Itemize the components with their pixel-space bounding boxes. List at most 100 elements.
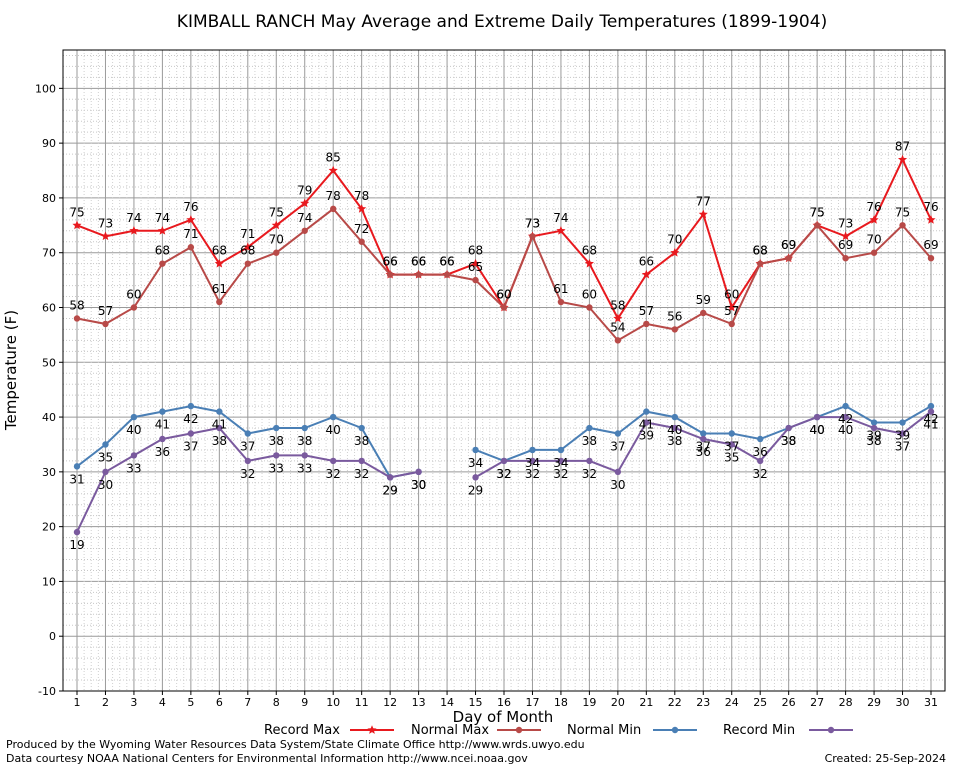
data-label-normal-max: 68: [155, 244, 170, 258]
data-label-normal-min: 38: [297, 434, 312, 448]
data-label-normal-max: 66: [411, 255, 426, 269]
data-label-record-max: 78: [354, 189, 369, 203]
data-point-normal-max: [73, 315, 81, 322]
chart-title: KIMBALL RANCH May Average and Extreme Da…: [177, 12, 827, 32]
data-point-record-min: [358, 457, 365, 465]
x-tick-label: 10: [326, 696, 340, 709]
data-point-record-max: [214, 258, 224, 268]
series-layer: [72, 154, 936, 536]
data-point-normal-max: [586, 304, 593, 311]
x-tick-label: 13: [412, 696, 426, 709]
data-label-record-min: 33: [297, 461, 312, 475]
data-label-normal-min: 42: [923, 412, 938, 426]
data-label-normal-max: 70: [866, 233, 881, 247]
data-point-record-min: [216, 424, 223, 432]
data-label-record-min: 38: [866, 434, 881, 448]
data-label-record-min: 37: [183, 440, 198, 454]
x-tick-label: 26: [782, 696, 796, 709]
data-point-normal-min: [614, 430, 622, 437]
data-point-record-min: [130, 452, 138, 459]
data-point-record-max: [100, 231, 111, 241]
y-axis-label: Temperature (F): [2, 310, 20, 431]
data-point-normal-min: [358, 424, 365, 432]
data-label-normal-max: 54: [610, 320, 625, 334]
data-point-record-min: [73, 528, 81, 536]
data-point-normal-max: [899, 222, 906, 229]
data-label-record-min: 37: [895, 440, 910, 454]
x-tick-label: 6: [216, 696, 223, 709]
data-label-normal-min: 36: [753, 445, 768, 459]
data-label-normal-min: 38: [582, 434, 597, 448]
data-point-normal-max: [443, 271, 451, 278]
data-point-record-max: [357, 204, 367, 213]
data-point-normal-max: [358, 238, 365, 245]
data-label-record-max: 68: [212, 244, 227, 258]
y-tick-label: 100: [35, 82, 56, 95]
data-point-record-min: [586, 457, 593, 465]
y-tick-label: 50: [42, 356, 56, 369]
data-label-record-max: 75: [269, 205, 284, 219]
data-point-normal-max: [472, 276, 479, 284]
data-label-normal-max: 57: [639, 304, 654, 318]
legend-label: Record Max: [264, 723, 340, 738]
data-point-normal-min: [301, 424, 308, 432]
data-label-record-max: 76: [866, 200, 881, 214]
data-label-record-min: 33: [269, 461, 284, 475]
data-label-normal-min: 41: [155, 418, 170, 432]
data-point-record-max: [129, 225, 139, 235]
data-label-record-max: 75: [809, 205, 824, 219]
data-label-record-min: 29: [382, 483, 397, 497]
data-point-record-max: [698, 209, 708, 219]
data-label-normal-max: 78: [326, 189, 341, 203]
data-point-normal-max: [813, 222, 821, 229]
data-label-normal-max: 61: [553, 282, 568, 296]
data-label-normal-min: 34: [468, 456, 483, 470]
legend-item-normal-min: Normal Min: [567, 723, 697, 738]
data-label-record-max: 75: [69, 205, 84, 219]
data-labels: 75 73 74 74 76 68 71 75 79 85 78 66 66 66 68 60 73 74 68 58…: [69, 140, 938, 553]
data-point-record-max: [72, 220, 82, 230]
data-label-record-min: 38: [667, 434, 682, 448]
data-point-record-min: [187, 430, 195, 437]
data-label-record-max: 85: [326, 151, 341, 165]
data-label-normal-min: 39: [866, 429, 881, 443]
data-label-normal-max: 70: [269, 233, 284, 247]
data-label-normal-max: 57: [98, 304, 113, 318]
data-label-record-min: 32: [582, 467, 597, 481]
data-point-record-min: [757, 457, 764, 465]
legend-item-record-max: Record Max: [264, 723, 394, 738]
data-label-record-max: 66: [382, 255, 397, 269]
x-tick-label: 28: [839, 696, 853, 709]
data-point-record-max: [727, 302, 737, 312]
data-label-record-max: 70: [667, 233, 682, 247]
data-point-normal-max: [785, 254, 792, 262]
x-tick-label: 12: [383, 696, 397, 709]
data-label-record-max: 79: [297, 183, 312, 197]
x-tick-label: 5: [187, 696, 194, 709]
data-label-normal-min: 29: [382, 483, 397, 497]
x-tick-label: 30: [896, 696, 910, 709]
data-point-normal-max: [102, 320, 109, 328]
data-label-normal-max: 74: [297, 211, 312, 225]
data-label-normal-max: 71: [183, 227, 198, 241]
data-label-normal-min: 42: [838, 412, 853, 426]
data-point-record-min: [330, 457, 337, 465]
x-axis-label: Day of Month: [453, 708, 554, 726]
data-label-normal-max: 73: [525, 216, 540, 230]
x-tick-label: 15: [469, 696, 483, 709]
data-point-normal-max: [728, 320, 735, 328]
y-tick-label: 10: [42, 575, 56, 588]
x-tick-label: 16: [497, 696, 511, 709]
data-label-record-max: 58: [610, 298, 625, 312]
x-tick-label: 7: [244, 696, 251, 709]
data-label-record-max: 60: [724, 287, 739, 301]
data-point-record-max: [157, 225, 167, 235]
data-point-normal-max: [301, 227, 308, 234]
data-label-normal-min: 38: [269, 434, 284, 448]
data-point-record-min: [500, 457, 508, 465]
data-point-record-max: [869, 215, 879, 224]
x-tick-label: 22: [668, 696, 682, 709]
data-label-record-max: 74: [155, 211, 170, 225]
y-tick-label: 30: [42, 466, 56, 479]
data-label-normal-max: 66: [439, 255, 454, 269]
